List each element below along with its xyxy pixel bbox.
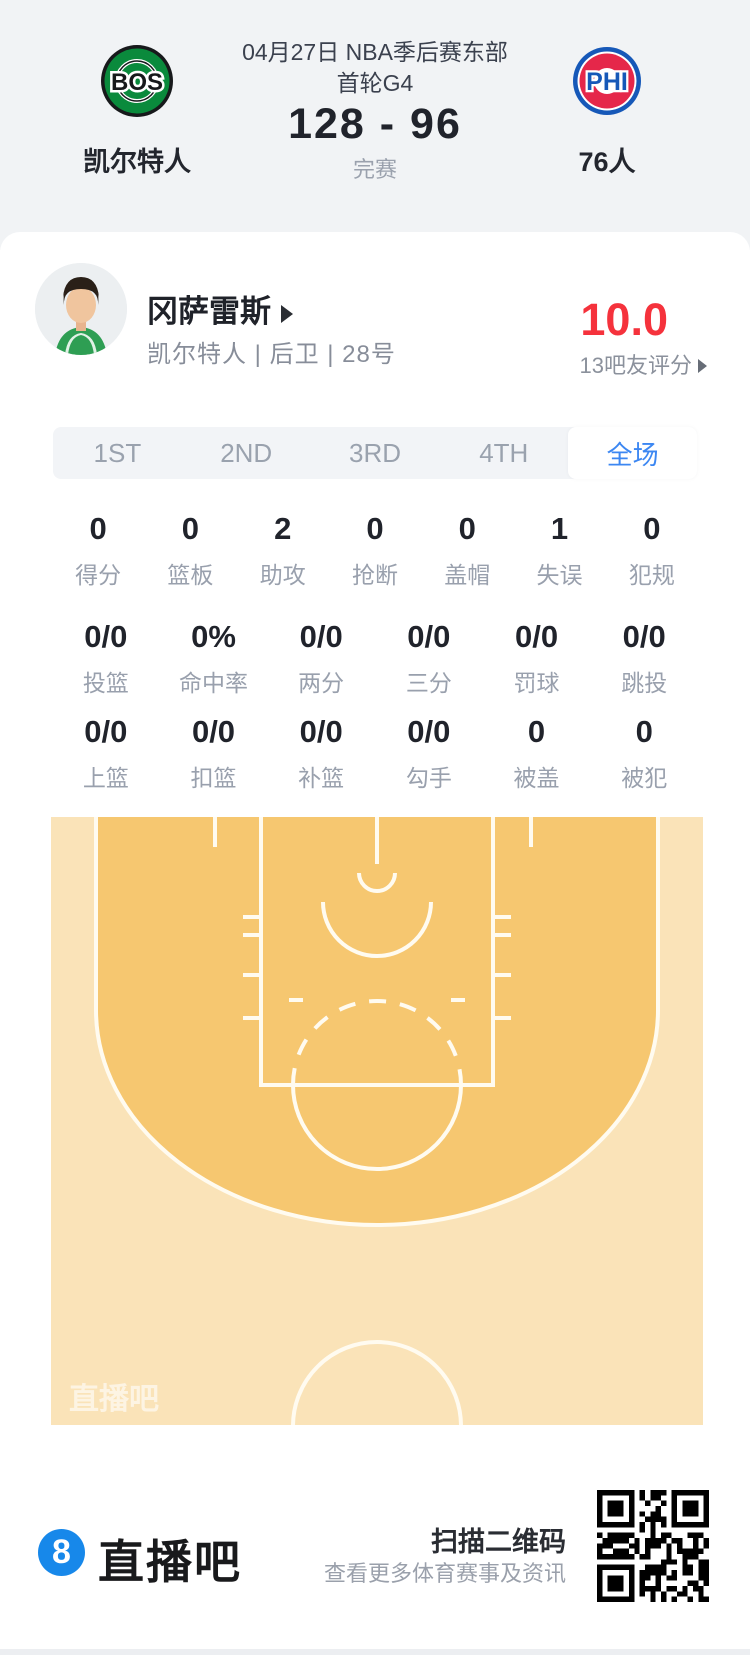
- player-name[interactable]: 冈萨雷斯: [147, 286, 293, 331]
- player-detail-arrow-icon: [281, 304, 293, 323]
- home-team-name: 凯尔特人: [83, 147, 191, 177]
- player-avatar[interactable]: [35, 263, 127, 355]
- stat-cell-犯规: 0 犯规: [606, 512, 698, 590]
- sixers-logo-icon: PHI: [573, 47, 641, 115]
- stat-value: 0: [89, 511, 107, 546]
- quarter-tabbar: 1ST 2ND 3RD 4TH 全场: [53, 427, 697, 479]
- stat-cell-抢断: 0 抢断: [329, 512, 421, 590]
- stat-label: 助攻: [259, 562, 306, 588]
- stat-cell-罚球: 0/0 罚球: [483, 620, 591, 698]
- stat-label: 失误: [536, 562, 583, 588]
- stat-cell-投篮: 0/0 投篮: [52, 620, 160, 698]
- stat-label: 两分: [298, 670, 345, 696]
- stat-label: 犯规: [628, 562, 675, 588]
- stat-cell-上篮: 0/0 上篮: [52, 715, 160, 793]
- stat-row-basic: 0 得分 0 篮板 2 助攻 0 抢断 0 盖帽 1 失误 0 犯规: [52, 512, 698, 590]
- match-header: 04月27日 NBA季后赛东部 首轮G4 128 - 96 完赛 BOS 凯尔特…: [0, 0, 750, 250]
- match-date-line2: 首轮G4: [336, 70, 414, 96]
- qr-code[interactable]: [597, 1490, 709, 1602]
- away-abbr: PHI: [586, 68, 628, 96]
- stat-cell-篮板: 0 篮板: [144, 512, 236, 590]
- stat-label: 抢断: [351, 562, 398, 588]
- stat-value: 0: [643, 511, 661, 546]
- match-date-line1: 04月27日 NBA季后赛东部: [242, 39, 508, 65]
- player-name-text: 冈萨雷斯: [147, 294, 271, 329]
- brand-logo-icon[interactable]: 8: [38, 1529, 85, 1576]
- stat-label: 被盖: [513, 765, 560, 791]
- stat-value: 0/0: [514, 619, 559, 654]
- rating-arrow-icon: [698, 359, 707, 373]
- stat-value: 0/0: [84, 714, 128, 749]
- stat-label: 被犯: [621, 765, 668, 791]
- stat-cell-被犯: 0 被犯: [590, 715, 698, 793]
- stat-value: 0/0: [622, 619, 666, 654]
- stat-row-shot-types: 0/0 上篮 0/0 扣篮 0/0 补篮 0/0 勾手 0 被盖 0 被犯: [52, 715, 698, 793]
- stat-label: 罚球: [513, 670, 560, 696]
- stat-cell-得分: 0 得分: [52, 512, 144, 590]
- stat-cell-两分: 0/0 两分: [267, 620, 375, 698]
- stat-cell-助攻: 2 助攻: [237, 512, 329, 590]
- stat-label: 上篮: [82, 765, 129, 791]
- stat-cell-三分: 0/0 三分: [375, 620, 483, 698]
- stat-label: 投篮: [82, 670, 129, 696]
- stat-value: 0: [458, 511, 476, 546]
- tab-1ST[interactable]: 1ST: [93, 437, 142, 468]
- celtics-logo-icon: BOS: [101, 45, 173, 117]
- stat-value: 0/0: [407, 619, 451, 654]
- stat-label: 跳投: [621, 670, 668, 696]
- stat-label: 盖帽: [444, 562, 491, 588]
- stat-value: 0: [635, 714, 653, 749]
- stat-value: 0%: [191, 619, 236, 654]
- stat-label: 得分: [75, 562, 122, 588]
- court-watermark: 直播吧: [69, 1383, 159, 1416]
- stat-cell-补篮: 0/0 补篮: [267, 715, 375, 793]
- court-diagram-icon: 直播吧: [51, 817, 703, 1427]
- tab-3RD[interactable]: 3RD: [348, 437, 401, 468]
- away-team-logo[interactable]: PHI: [572, 46, 646, 120]
- stat-cell-被盖: 0 被盖: [483, 715, 591, 793]
- stat-value: 0/0: [191, 714, 236, 749]
- stat-value: 1: [550, 511, 569, 546]
- tab-4TH[interactable]: 4TH: [479, 437, 529, 468]
- stat-cell-命中率: 0% 命中率: [160, 620, 268, 698]
- tab-全场[interactable]: 全场: [568, 427, 697, 479]
- home-abbr: BOS: [111, 69, 163, 96]
- match-status: 完赛: [352, 157, 397, 182]
- away-team-name: 76人: [578, 147, 636, 177]
- home-team-logo[interactable]: BOS: [100, 44, 174, 118]
- player-info: 凯尔特人 | 后卫 | 28号: [147, 341, 396, 368]
- shot-chart-court: 直播吧: [51, 817, 703, 1427]
- stat-value: 0/0: [407, 714, 451, 749]
- stat-value: 0/0: [299, 619, 343, 654]
- match-score: 128 - 96: [288, 100, 462, 148]
- stat-value: 2: [274, 511, 292, 546]
- stat-label: 篮板: [167, 562, 214, 588]
- stat-label: 命中率: [179, 670, 248, 696]
- qr-title: 扫描二维码: [431, 1527, 566, 1557]
- brand-name: 直播吧: [98, 1536, 242, 1588]
- stat-cell-勾手: 0/0 勾手: [375, 715, 483, 793]
- rating-note[interactable]: 13吧友评分: [580, 348, 707, 380]
- stat-value: 0: [366, 511, 384, 546]
- stat-value: 0/0: [84, 619, 128, 654]
- bottom-divider: [0, 1649, 750, 1655]
- stat-label: 补篮: [298, 765, 345, 791]
- stat-cell-扣篮: 0/0 扣篮: [160, 715, 268, 793]
- stat-cell-跳投: 0/0 跳投: [590, 620, 698, 698]
- qr-subtitle: 查看更多体育赛事及资讯: [323, 1561, 566, 1586]
- rating-note-text: 13吧友评分: [579, 353, 692, 378]
- player-photo-icon: [35, 263, 127, 355]
- stat-cell-失误: 1 失误: [513, 512, 605, 590]
- stat-cell-盖帽: 0 盖帽: [421, 512, 513, 590]
- stat-value: 0: [527, 714, 546, 749]
- stat-label: 扣篮: [190, 765, 237, 791]
- stat-label: 勾手: [405, 765, 452, 791]
- tab-2ND[interactable]: 2ND: [220, 437, 273, 468]
- player-rating: 10.0: [580, 294, 668, 345]
- stat-value: 0: [181, 511, 200, 546]
- stat-value: 0/0: [299, 714, 343, 749]
- stat-label: 三分: [405, 670, 452, 696]
- stat-row-shooting: 0/0 投篮 0% 命中率 0/0 两分 0/0 三分 0/0 罚球 0/0 跳投: [52, 620, 698, 698]
- qr-code-icon: [597, 1490, 709, 1602]
